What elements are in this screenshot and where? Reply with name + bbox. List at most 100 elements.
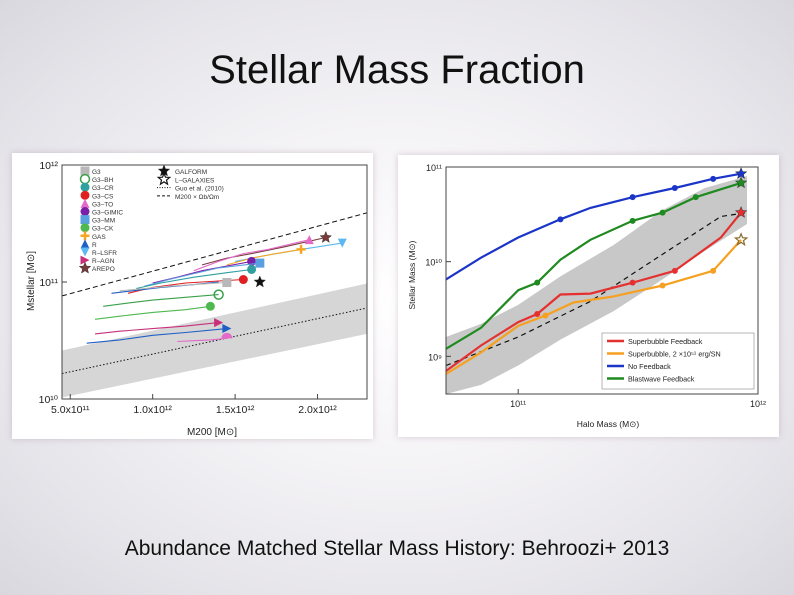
series-marker-15 <box>253 275 267 288</box>
left-legend-marker-7 <box>80 223 90 233</box>
series-line-13 <box>86 328 227 344</box>
left-legend-label-5: G3–GIMIC <box>92 210 123 217</box>
right-y-tick-label-0: 10⁹ <box>428 352 442 362</box>
left-legend-marker-8 <box>80 231 90 241</box>
right-series-line-2 <box>445 172 742 281</box>
right-legend-label-0: Superbubble Feedback <box>628 337 703 346</box>
series-marker-7 <box>238 275 248 285</box>
left-legend-marker-9 <box>80 239 90 249</box>
left-legend-label-12: AREPO <box>92 266 115 273</box>
left-legend-marker-10 <box>80 247 90 257</box>
series-marker-3 <box>296 244 306 254</box>
series-line-0 <box>201 236 326 266</box>
series-line-6 <box>136 268 252 290</box>
left-legend-label-0: G3 <box>92 169 101 176</box>
left-legend-right-label-0: GALFORM <box>175 169 207 176</box>
left-x-tick-label-1: 1.0x10¹² <box>133 404 172 416</box>
right-x-tick-label-1: 10¹² <box>750 399 766 409</box>
left-legend-marker-1 <box>79 173 91 185</box>
left-y-tick-label-0: 10¹⁰ <box>39 394 59 406</box>
right-series-point-0-1 <box>629 279 636 286</box>
left-legend-marker-4 <box>80 198 90 208</box>
right-y-tick-label-1: 10¹⁰ <box>425 258 442 268</box>
series-line-1 <box>193 239 310 272</box>
series-marker-6 <box>247 264 257 274</box>
right-series-point-2-0 <box>557 216 564 223</box>
left-legend-marker-11 <box>80 255 90 265</box>
right-series-point-2-1 <box>629 194 636 201</box>
left-legend-label-2: G3–CR <box>92 185 114 192</box>
right-series-line-1 <box>445 239 742 375</box>
right-legend-box <box>601 332 755 390</box>
right-x-tick-label-0: 10¹¹ <box>510 399 526 409</box>
right-x-axis-label: Halo Mass (M⊙) <box>577 419 640 429</box>
series-line-9 <box>119 281 227 292</box>
left-legend-label-9: R <box>92 242 97 249</box>
left-legend-right-label-1: L–GALAXIES <box>175 177 215 184</box>
right-series-end-marker-3 <box>734 176 748 189</box>
left-legend-label-3: G3–CS <box>92 193 114 200</box>
left-legend-label-8: GAS <box>92 234 106 241</box>
series-marker-2 <box>337 238 347 248</box>
series-marker-9 <box>222 278 232 288</box>
left-legend-label-11: R–AGN <box>92 258 115 265</box>
abundance-match-line <box>445 212 748 367</box>
baryon-fraction-line <box>61 212 368 297</box>
left-chart-panel: 5.0x10¹¹ 1.0x10¹² 1.5x10¹² 2.0x10¹² 10¹⁰ 10¹¹… <box>12 153 373 439</box>
slide-caption: Abundance Matched Stellar Mass History: … <box>124 537 670 560</box>
series-line-11 <box>94 305 211 320</box>
left-chart-svg: 5.0x10¹¹ 1.0x10¹² 1.5x10¹² 2.0x10¹² 10¹⁰ 10¹¹… <box>26 160 368 438</box>
right-series-point-3-2 <box>659 209 666 216</box>
right-series-point-1-2 <box>710 267 717 274</box>
left-x-tick-label-0: 5.0x10¹¹ <box>51 404 90 416</box>
left-legend-marker-2 <box>80 182 90 192</box>
right-series-point-0-0 <box>534 310 541 317</box>
right-legend-label-3: Blastwave Feedback <box>628 375 695 384</box>
right-y-tick-label-2: 10¹¹ <box>426 163 442 173</box>
left-legend-marker-5 <box>80 207 90 216</box>
series-marker-5 <box>255 258 265 268</box>
right-series-end-marker-1 <box>733 232 749 247</box>
slide-title: Stellar Mass Fraction <box>209 48 585 92</box>
right-plot-frame <box>445 166 759 395</box>
series-line-12 <box>94 322 219 335</box>
left-legend-marker-3 <box>80 190 90 200</box>
right-series-point-1-1 <box>659 282 666 289</box>
left-y-axis-label: Mstellar [M⊙] <box>26 251 37 311</box>
right-series-line-0 <box>445 211 742 372</box>
abundance-match-band <box>446 176 748 394</box>
right-y-axis-label: Stellar Mass (M⊙) <box>407 240 417 309</box>
left-y-tick-label-2: 10¹² <box>39 160 58 172</box>
left-legend-label-7: G3–CK <box>92 226 114 233</box>
left-legend-right-label-2: Guo et al. (2010) <box>175 186 224 193</box>
left-x-axis-label: M200 [M⊙] <box>187 427 237 438</box>
left-legend-label-10: R–LSFR <box>92 250 117 257</box>
right-legend-label-1: Superbubble, 2 ×10⁵¹ erg/SN <box>628 350 721 359</box>
right-series-point-0-2 <box>671 267 678 274</box>
left-legend-label-1: G3–BH <box>92 177 114 184</box>
series-line-10 <box>103 294 219 307</box>
left-x-tick-label-3: 2.0x10¹² <box>298 404 337 416</box>
series-marker-10 <box>213 289 224 300</box>
left-legend-label-4: G3–TO <box>92 201 113 208</box>
guo-relation-line <box>61 307 368 375</box>
series-line-5 <box>144 262 260 287</box>
left-legend-marker-6 <box>80 215 90 225</box>
right-series-line-3 <box>445 181 742 350</box>
series-line-14 <box>177 337 227 343</box>
right-series-point-3-1 <box>629 217 636 224</box>
left-y-tick-label-1: 10¹¹ <box>39 277 58 289</box>
right-series-point-2-3 <box>710 175 717 182</box>
series-line-3 <box>226 248 302 266</box>
series-marker-0 <box>319 230 333 243</box>
right-series-point-2-2 <box>671 185 678 192</box>
series-marker-14 <box>221 332 233 339</box>
left-legend-label-6: G3–MM <box>92 218 115 225</box>
series-marker-11 <box>205 301 215 311</box>
series-marker-13 <box>222 324 232 334</box>
right-series-point-3-3 <box>692 194 699 201</box>
scatter-band <box>62 283 367 398</box>
series-marker-1 <box>304 235 314 245</box>
left-legend-right-label-3: M200 × Ωb/Ωm <box>175 194 219 201</box>
right-series-end-marker-0 <box>734 205 748 218</box>
